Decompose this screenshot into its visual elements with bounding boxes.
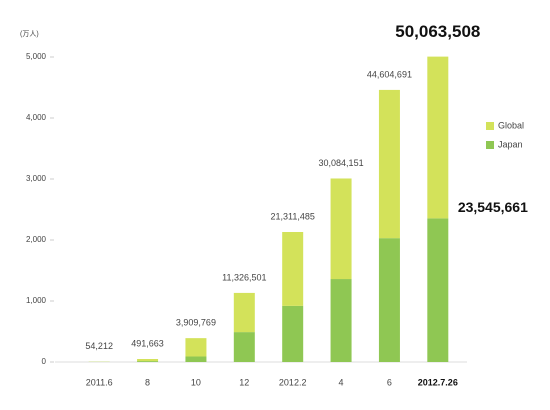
bar-segment	[330, 279, 352, 362]
x-tick-label: 2012.7.26	[418, 377, 458, 387]
total-label: 3,909,769	[176, 318, 216, 328]
segment-label: 23,545,661	[458, 199, 528, 215]
bar-segment	[137, 359, 159, 362]
bar-segment	[427, 218, 449, 362]
legend-swatch	[486, 122, 494, 130]
x-tick-label: 2012.2	[279, 377, 307, 387]
x-tick-label: 10	[191, 377, 201, 387]
total-label: 491,663	[131, 338, 164, 348]
legend-label: Global	[498, 120, 524, 130]
total-label: 50,063,508	[395, 22, 480, 41]
x-tick-label: 12	[239, 377, 249, 387]
bar-segment	[233, 292, 255, 333]
bar-segment	[282, 231, 304, 306]
total-label: 21,311,485	[270, 211, 314, 221]
total-label: 30,084,151	[319, 158, 364, 168]
bar-segment	[233, 332, 255, 362]
y-tick-label: 3,000	[26, 174, 47, 183]
bar-segment	[378, 89, 400, 239]
y-tick-label: 0	[42, 357, 47, 366]
y-tick-label: 5,000	[26, 52, 47, 61]
total-label: 11,326,501	[222, 272, 266, 282]
bar-segment	[330, 178, 352, 280]
bar-segment	[185, 338, 207, 357]
bar-segment	[185, 356, 207, 362]
total-label: 44,604,691	[367, 69, 412, 79]
total-label: 54,212	[85, 341, 113, 351]
bar-segment	[378, 238, 400, 362]
bar-segment	[427, 56, 449, 219]
x-tick-label: 2011.6	[86, 377, 113, 387]
legend-swatch	[486, 141, 494, 149]
x-tick-label: 4	[339, 377, 344, 387]
x-tick-label: 6	[387, 377, 392, 387]
y-unit: (万人)	[20, 30, 39, 38]
bar-segment	[137, 361, 159, 362]
bar-segment	[282, 305, 304, 362]
y-tick-label: 4,000	[26, 113, 47, 122]
y-tick-label: 1,000	[26, 296, 47, 305]
legend-label: Japan	[498, 139, 523, 149]
y-tick-label: 2,000	[26, 235, 47, 244]
x-tick-label: 8	[145, 377, 150, 387]
